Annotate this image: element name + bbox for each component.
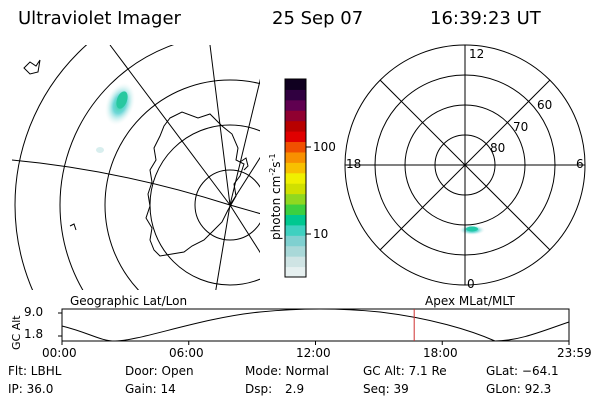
flt-info: Flt: LBHL — [8, 364, 62, 378]
colorbar-segment — [285, 183, 306, 195]
time-tick-1200: 12:00 — [296, 346, 331, 360]
colorbar-segment — [285, 79, 306, 90]
colorbar-segment — [285, 162, 306, 174]
colorbar-unit-s: s — [269, 161, 283, 168]
colorbar-segment — [285, 89, 306, 101]
lat-label-60: 60 — [537, 98, 553, 112]
dsp-value: 2.9 — [285, 382, 305, 396]
gain-info: Gain: 14 — [125, 382, 176, 396]
time-tick-0000: 00:00 — [42, 346, 77, 360]
time-label: 16:39:23 UT — [430, 8, 541, 29]
mode-info: Mode: Normal — [245, 364, 329, 378]
polar-plot — [344, 44, 586, 286]
colorbar-unit-exp2: -1 — [268, 153, 277, 162]
time-tick-0600: 06:00 — [169, 346, 204, 360]
date-label: 25 Sep 07 — [272, 8, 364, 29]
glat-info: GLat: −64.1 — [486, 364, 559, 378]
ip-info: IP: 36.0 — [8, 382, 54, 396]
colorbar-segment — [285, 151, 306, 163]
altitude-strip — [58, 308, 570, 345]
colorbar-segment — [285, 131, 306, 143]
mlt-label-18: 18 — [346, 157, 362, 171]
colorbar-segment — [285, 224, 306, 236]
geographic-label: Geographic Lat/Lon — [70, 294, 188, 308]
colorbar-unit-exp1: -2 — [268, 167, 277, 176]
colorbar-segment — [285, 172, 306, 184]
door-info: Door: Open — [125, 364, 194, 378]
colorbar-segment — [285, 120, 306, 132]
alt-ymin-label: 1.8 — [24, 327, 44, 341]
glon-info: GLon: 92.3 — [486, 382, 552, 396]
color-bar — [285, 79, 306, 278]
mlt-label-6: 6 — [576, 157, 584, 171]
time-tick-1800: 18:00 — [423, 346, 458, 360]
colorbar-segment — [285, 193, 306, 205]
colorbar-segment — [285, 204, 306, 215]
mlt-label-0: 0 — [467, 277, 475, 291]
colorbar-segment — [285, 99, 306, 111]
time-tick-2359: 23:59 — [557, 346, 592, 360]
colorbar-unit-base: photon cm — [269, 175, 283, 240]
seq-info: Seq: 39 — [363, 382, 409, 396]
lat-label-80: 80 — [490, 141, 506, 155]
instrument-title: Ultraviolet Imager — [18, 8, 181, 29]
gc-alt-info: GC Alt: 7.1 Re — [363, 364, 447, 378]
mlt-label-12: 12 — [469, 47, 485, 61]
colorbar-segment — [285, 245, 306, 257]
lat-label-70: 70 — [513, 120, 529, 134]
colorbar-tick-10: 10 — [313, 227, 329, 241]
colorbar-segment — [285, 266, 306, 278]
apex-label: Apex MLat/MLT — [425, 294, 515, 308]
alt-ymax-label: 9.0 — [24, 305, 44, 319]
colorbar-tick-100: 100 — [313, 140, 336, 154]
colorbar-segment — [285, 214, 306, 226]
colorbar-segment — [285, 256, 306, 268]
colorbar-segment — [285, 141, 306, 153]
dsp-label: Dsp: — [245, 382, 273, 396]
colorbar-segment — [285, 235, 306, 247]
colorbar-segment — [285, 110, 306, 122]
gc-alt-axis-label: GC Alt — [10, 315, 23, 350]
geographic-map — [12, 45, 260, 290]
colorbar-unit: photon cm-2s-1 — [268, 153, 283, 240]
